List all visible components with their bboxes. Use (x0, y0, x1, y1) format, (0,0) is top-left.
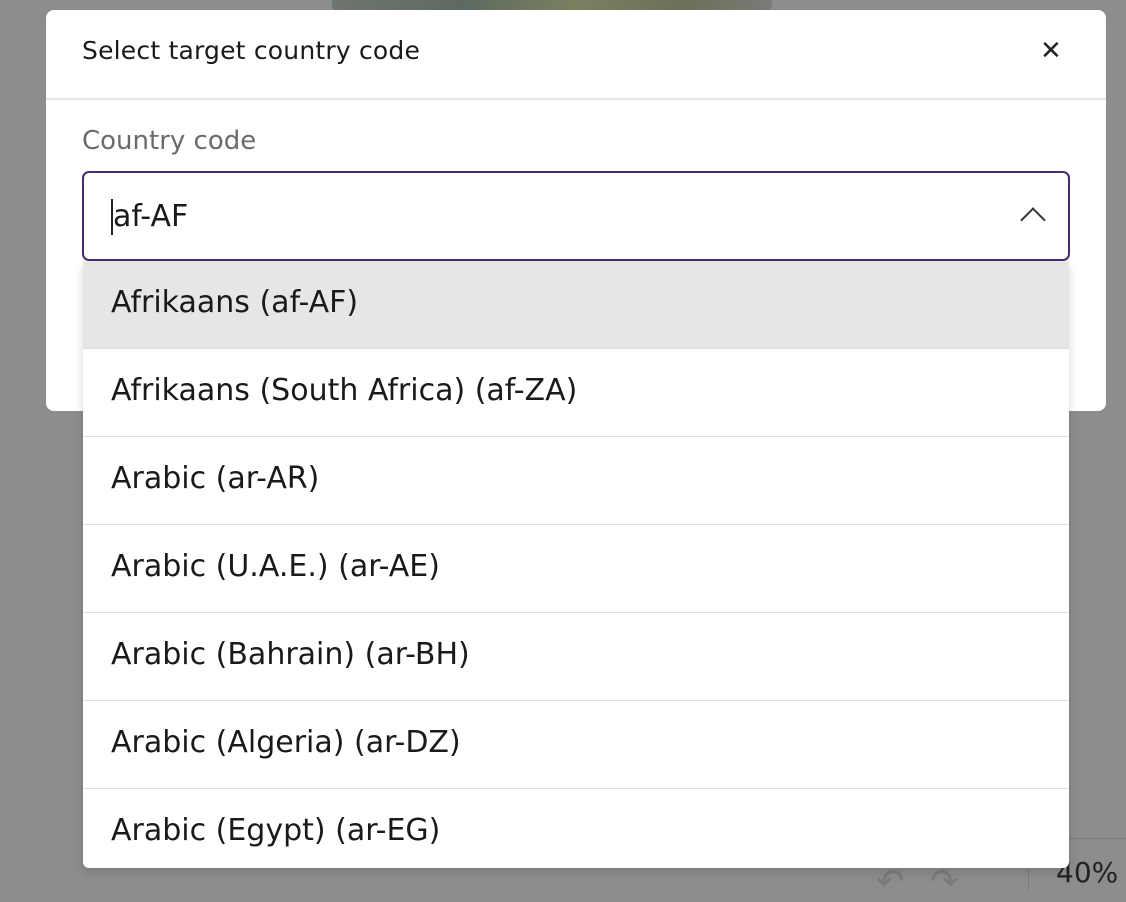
country-code-value[interactable]: af-AF (111, 199, 189, 235)
dropdown-option[interactable]: Arabic (ar-AR) (83, 437, 1069, 525)
undo-icon[interactable]: ↶ (876, 862, 905, 902)
dropdown-option[interactable]: Arabic (Algeria) (ar-DZ) (83, 701, 1069, 789)
dropdown-option[interactable]: Arabic (Egypt) (ar-EG) (83, 789, 1069, 868)
option-label: Afrikaans (South Africa) (af-ZA) (111, 373, 578, 408)
chevron-up-icon[interactable] (1020, 207, 1046, 233)
close-icon[interactable]: ✕ (1040, 36, 1062, 66)
option-label: Arabic (Algeria) (ar-DZ) (111, 725, 461, 760)
option-label: Arabic (ar-AR) (111, 461, 320, 496)
dropdown-option[interactable]: Afrikaans (af-AF) (83, 261, 1069, 349)
option-label: Afrikaans (af-AF) (111, 285, 359, 320)
country-code-dropdown: Afrikaans (af-AF) Afrikaans (South Afric… (83, 261, 1069, 868)
option-label: Arabic (U.A.E.) (ar-AE) (111, 549, 440, 584)
dropdown-option[interactable]: Arabic (U.A.E.) (ar-AE) (83, 525, 1069, 613)
country-code-input[interactable]: af-AF (82, 171, 1070, 261)
modal-header: Select target country code ✕ (46, 10, 1106, 100)
dropdown-option[interactable]: Afrikaans (South Africa) (af-ZA) (83, 349, 1069, 437)
country-code-label: Country code (82, 126, 257, 156)
modal-title: Select target country code (82, 36, 421, 65)
background-image (332, 0, 772, 10)
option-label: Arabic (Egypt) (ar-EG) (111, 813, 441, 848)
dropdown-option[interactable]: Arabic (Bahrain) (ar-BH) (83, 613, 1069, 701)
redo-icon[interactable]: ↷ (930, 862, 959, 902)
option-label: Arabic (Bahrain) (ar-BH) (111, 637, 470, 672)
